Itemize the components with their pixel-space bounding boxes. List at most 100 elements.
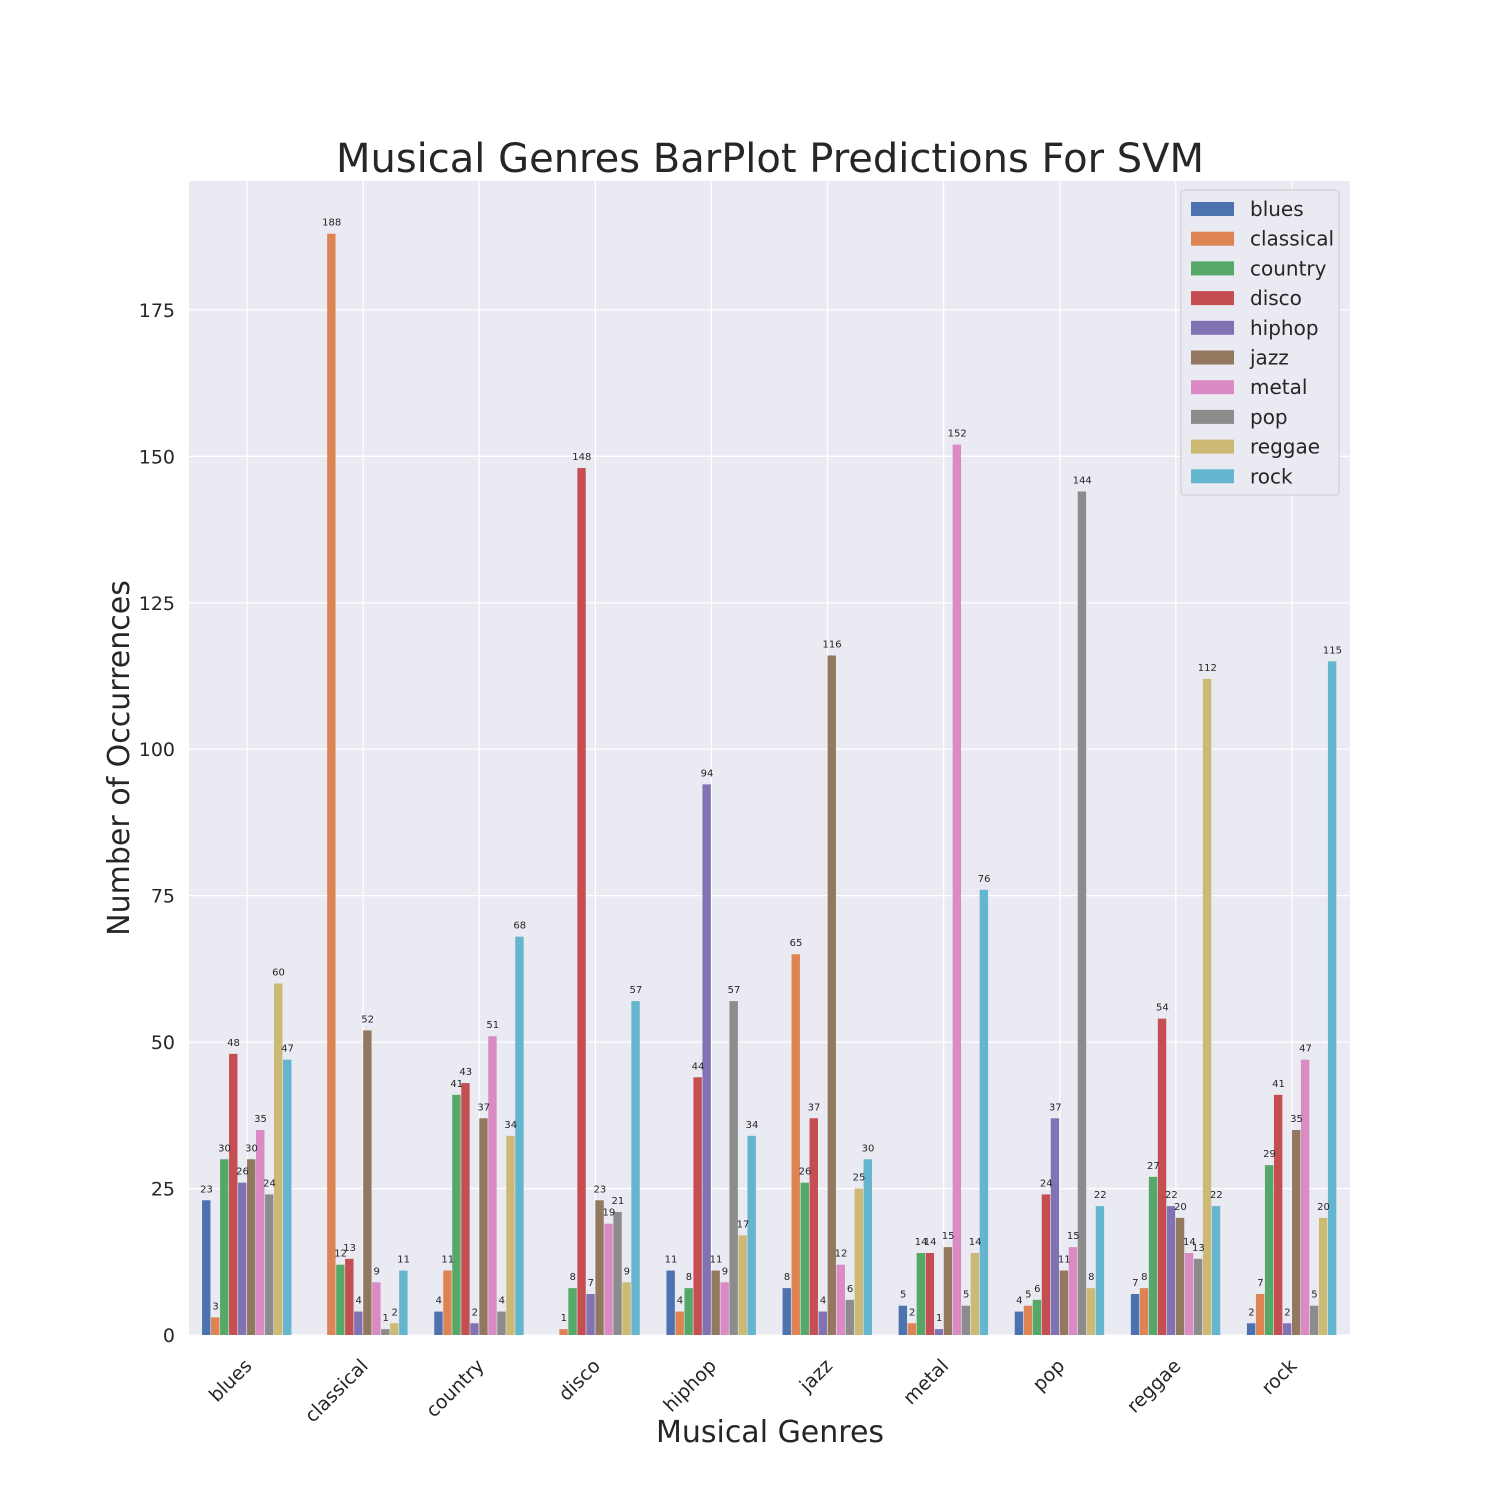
bar-value-label: 115 [1323,645,1342,656]
x-tick-label: disco [554,1355,604,1405]
legend-swatch [1191,439,1234,454]
bar [800,1182,809,1335]
bar-value-label: 9 [722,1266,728,1277]
bar [327,233,336,1335]
bar [1291,1129,1301,1335]
legend-entry: reggae [1250,435,1320,459]
legend-swatch [1191,231,1234,246]
bar-value-label: 44 [692,1061,705,1072]
bar-value-label: 116 [823,639,842,650]
bar [577,468,586,1335]
bar [1211,1206,1221,1335]
bar-value-label: 68 [513,921,526,932]
bar-value-label: 12 [334,1249,347,1260]
bar-value-label: 30 [245,1143,258,1154]
bar [595,1200,604,1335]
bar-value-label: 47 [281,1044,294,1055]
bar-value-label: 30 [862,1143,875,1154]
legend-swatch [1191,320,1234,335]
x-tick-label: classical [301,1355,373,1427]
bar [283,1059,292,1335]
legend-entry: rock [1250,464,1293,488]
bar [1264,1165,1274,1335]
bar-value-label: 41 [1272,1079,1285,1090]
bar [720,1282,729,1335]
legend-entry: hiphop [1250,316,1319,340]
legend-entry: disco [1250,286,1302,310]
bar [952,444,962,1335]
x-tick-label: jazz [795,1355,837,1397]
bar [1059,1270,1069,1335]
bar-value-label: 24 [263,1178,276,1189]
bar-value-label: 76 [978,874,991,885]
x-tick-label: hiphop [659,1355,721,1417]
bar-value-label: 4 [436,1296,442,1307]
bar-value-label: 22 [1165,1190,1178,1201]
bar [559,1329,568,1335]
bar [265,1194,274,1335]
bar-value-label: 148 [572,452,591,463]
x-tick-label: reggae [1123,1355,1186,1418]
bar-value-label: 23 [593,1184,606,1195]
bar-value-label: 14 [924,1237,937,1248]
bar-value-label: 2 [472,1307,478,1318]
bar-value-label: 25 [853,1173,866,1184]
bar-value-label: 13 [1192,1243,1205,1254]
bar [1041,1194,1051,1335]
bar [434,1311,443,1335]
y-tick-label: 125 [139,593,175,615]
bar [363,1030,372,1335]
bar-value-label: 11 [397,1255,410,1266]
bar [961,1305,971,1335]
bar-value-label: 13 [343,1243,356,1254]
bar [943,1247,953,1335]
bar [452,1094,461,1335]
bar [666,1270,675,1335]
bar [1077,491,1087,1335]
bar-value-label: 57 [629,985,642,996]
bar [1175,1217,1185,1335]
bar-value-label: 5 [900,1290,906,1301]
y-tick-label: 100 [139,739,175,761]
bar-value-label: 30 [218,1143,231,1154]
bar [702,784,711,1335]
bar-value-label: 37 [808,1102,821,1113]
bar [1148,1176,1158,1335]
bar-value-label: 26 [236,1167,249,1178]
bar [1327,661,1337,1335]
bar [443,1270,452,1335]
x-tick-label: metal [899,1355,953,1409]
bar [202,1200,211,1335]
bar-value-label: 15 [1067,1231,1080,1242]
bar [854,1188,863,1335]
legend-entry: metal [1250,375,1307,399]
bar-value-label: 9 [373,1266,379,1277]
bar [506,1135,515,1335]
bar [274,983,283,1335]
bar [738,1235,747,1335]
bar-value-label: 3 [212,1301,218,1312]
bar [586,1293,595,1335]
bar [461,1083,470,1335]
bar [1193,1258,1203,1335]
bar-value-label: 65 [790,938,803,949]
bar [684,1288,693,1335]
legend-swatch [1191,202,1234,216]
bar [1255,1293,1265,1335]
bar [1282,1323,1292,1335]
bar-value-label: 6 [847,1284,853,1295]
bar [1130,1293,1140,1335]
bar-value-label: 7 [588,1278,594,1289]
bar [979,889,989,1335]
bar-value-label: 1 [936,1313,942,1324]
bar-value-label: 43 [459,1067,472,1078]
legend-entry: classical [1250,227,1334,251]
bar [1273,1094,1283,1335]
bar-value-label: 9 [624,1266,630,1277]
legend-entry: blues [1250,197,1304,221]
bar [1318,1217,1328,1335]
y-tick-label: 50 [151,1032,175,1054]
bar [1184,1252,1194,1335]
y-tick-label: 0 [163,1325,175,1347]
data-labels: 2333048263035246047188121345291211411414… [200,218,1342,1324]
